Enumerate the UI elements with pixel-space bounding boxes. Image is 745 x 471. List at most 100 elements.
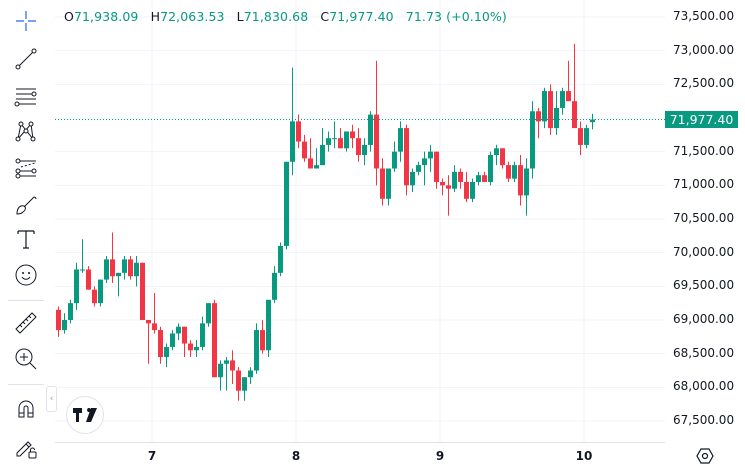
candle [536, 107, 541, 139]
ohlc-legend: O71,938.09 H72,063.53 L71,830.68 C71,977… [64, 9, 515, 24]
candle [188, 340, 193, 358]
price-tick: 68,000.00 [673, 379, 735, 394]
candle [194, 340, 199, 358]
crosshair-tool[interactable] [8, 6, 44, 36]
price-tick: 72,500.00 [673, 76, 735, 91]
candle [350, 124, 355, 149]
candle [62, 313, 67, 334]
candlestick-chart-pane[interactable] [55, 0, 665, 442]
candle [482, 171, 487, 182]
time-tick: 7 [147, 449, 157, 463]
last-price-label: 71,977.40 [665, 111, 738, 129]
candle [470, 178, 475, 203]
close-label: C [320, 9, 330, 24]
magnet-tool[interactable] [8, 394, 44, 424]
candle [578, 121, 583, 156]
price-tick: 73,000.00 [673, 42, 735, 57]
price-tick: 69,500.00 [673, 278, 735, 293]
zoom-in-icon [15, 348, 37, 370]
candle [554, 91, 559, 135]
candle [182, 326, 187, 358]
candle [158, 326, 163, 364]
candle [488, 151, 493, 186]
time-tick: 10 [575, 449, 593, 463]
open-value: 71,938.09 [73, 9, 139, 24]
candle [260, 319, 265, 354]
price-tick: 71,500.00 [673, 143, 735, 158]
candle [170, 330, 175, 351]
fib-retracement-icon [14, 88, 37, 107]
fib-retracement-tool[interactable] [8, 82, 44, 112]
collapse-toolbar-button[interactable]: ‹ [46, 386, 57, 412]
forecast-projection-tool[interactable] [8, 154, 44, 184]
crosshair-icon [16, 11, 36, 31]
tv-logo-icon [73, 408, 97, 422]
candle [290, 67, 295, 176]
candle [254, 323, 259, 374]
candle [590, 113, 595, 130]
price-axis[interactable]: 73,500.00 73,000.00 72,500.00 71,500.00 71,0… [665, 0, 745, 442]
candle [266, 299, 271, 358]
text-tool-icon [17, 230, 35, 249]
candle [326, 131, 331, 152]
price-tick: 71,000.00 [673, 177, 735, 192]
candle [176, 323, 181, 341]
ruler-measure-tool[interactable] [8, 308, 44, 338]
text-tool-tool[interactable] [8, 224, 44, 254]
candle [236, 367, 241, 401]
change-value: 71.73 (+0.10%) [405, 9, 507, 24]
trend-line-icon [15, 48, 37, 70]
zoom-in-tool[interactable] [8, 344, 44, 374]
candle [446, 175, 451, 216]
candle [164, 343, 169, 368]
ruler-measure-icon [15, 312, 37, 334]
brush-tool[interactable] [8, 190, 44, 220]
candle [422, 151, 427, 186]
forecast-projection-icon [15, 158, 37, 179]
candle [398, 121, 403, 162]
tradingview-logo[interactable] [66, 396, 104, 434]
candle [218, 360, 223, 391]
candle [296, 114, 301, 149]
candle [320, 128, 325, 166]
pattern-xabcd-tool[interactable] [8, 116, 44, 146]
candle [308, 138, 313, 169]
high-value: 72,063.53 [160, 9, 225, 24]
settings-icon[interactable] [695, 446, 715, 466]
candle [146, 319, 151, 364]
candle [98, 279, 103, 307]
candle [242, 377, 247, 401]
candle [500, 148, 505, 169]
toolbar-divider [8, 300, 44, 301]
candle [332, 121, 337, 149]
candle [572, 43, 577, 129]
emoji-tool[interactable] [8, 260, 44, 290]
candle [248, 367, 253, 384]
time-axis[interactable]: 7 8 9 10 [55, 442, 665, 471]
candle [434, 151, 439, 189]
candle [524, 158, 529, 216]
candle [368, 111, 373, 152]
candle [68, 299, 73, 324]
trend-line-tool[interactable] [8, 44, 44, 74]
candle [392, 141, 397, 172]
candle [200, 316, 205, 351]
candle [380, 158, 385, 206]
low-value: 71,830.68 [243, 9, 309, 24]
candle [452, 165, 457, 193]
candle [458, 168, 463, 189]
candle [506, 161, 511, 182]
candle [518, 155, 523, 206]
price-tick: 70,000.00 [673, 244, 735, 259]
candle [416, 161, 421, 176]
candle [74, 262, 79, 310]
candle [80, 239, 85, 273]
lock-drawings-icon [16, 441, 37, 459]
candle [128, 256, 133, 280]
lock-drawings-tool[interactable] [8, 432, 44, 462]
candle [530, 101, 535, 179]
candle [464, 171, 469, 203]
candle [428, 144, 433, 172]
candle [338, 128, 343, 149]
candle [494, 144, 499, 166]
